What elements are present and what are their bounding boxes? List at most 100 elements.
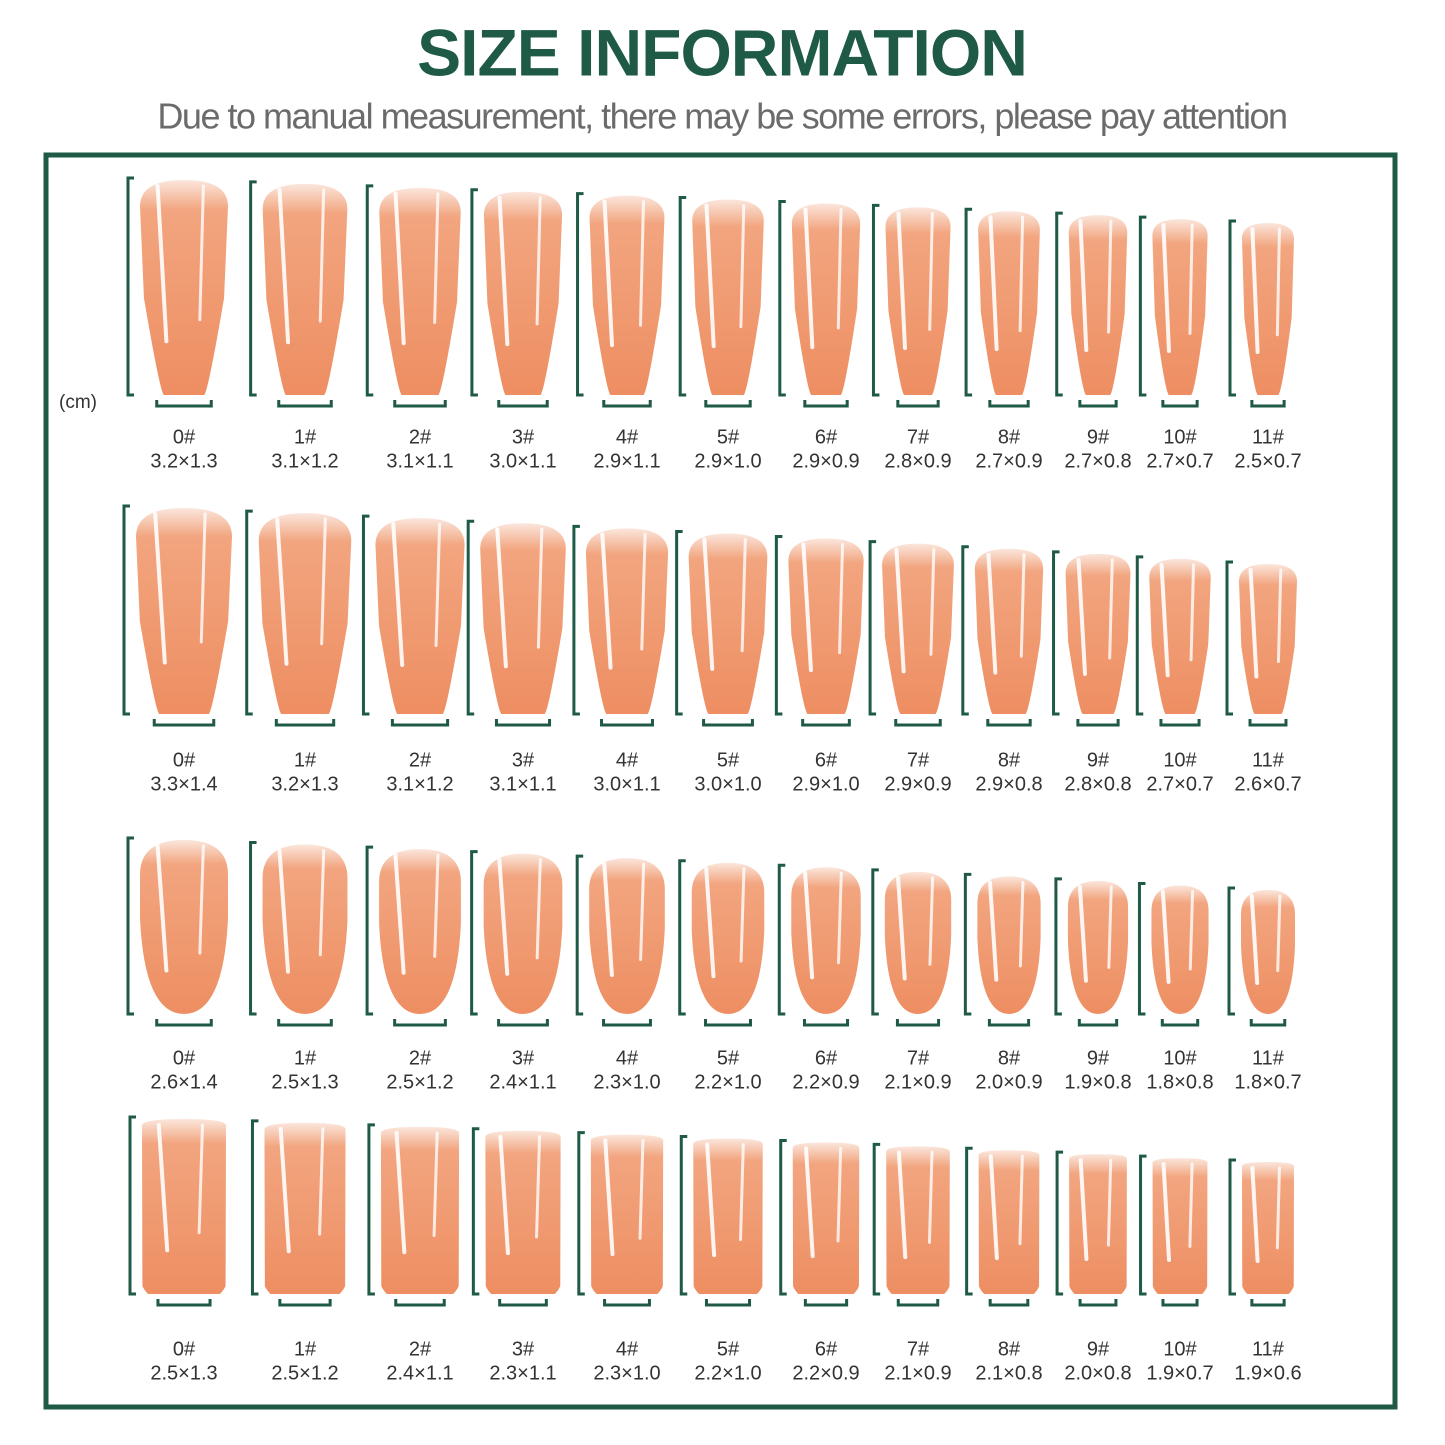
size-label: 7# xyxy=(907,1047,930,1069)
nail-highlight xyxy=(498,1134,510,1256)
length-bracket xyxy=(1135,555,1144,716)
nail xyxy=(1069,1154,1127,1294)
width-bracket xyxy=(1161,400,1199,408)
size-value: 3.0×1.1 xyxy=(593,773,660,795)
size-label: 10# xyxy=(1163,1338,1197,1360)
width-bracket xyxy=(277,1019,333,1027)
nail-highlight xyxy=(1018,1154,1024,1246)
length-bracket xyxy=(872,1142,881,1296)
size-value: 2.7×0.7 xyxy=(1146,450,1213,472)
nail-highlight xyxy=(704,203,716,349)
nail-highlight xyxy=(988,215,999,352)
length-bracket xyxy=(1137,881,1146,1016)
length-bracket xyxy=(1055,211,1063,397)
nail xyxy=(978,1150,1040,1294)
nail xyxy=(140,840,228,1014)
size-value: 2.5×1.2 xyxy=(386,1071,453,1093)
nail xyxy=(1067,880,1129,1014)
nail-highlight xyxy=(155,844,169,973)
nail-highlight xyxy=(1106,1158,1113,1247)
width-bracket xyxy=(801,719,851,727)
nail-highlight xyxy=(803,871,815,980)
length-bracket xyxy=(126,176,134,397)
length-bracket xyxy=(367,1123,375,1296)
nail-highlight xyxy=(1188,889,1195,971)
nail xyxy=(589,195,665,395)
size-label: 11# xyxy=(1252,749,1285,771)
size-label: 8# xyxy=(998,1338,1021,1360)
length-bracket xyxy=(679,1135,688,1296)
nail-highlight xyxy=(433,192,440,324)
size-label: 4# xyxy=(616,749,639,771)
nail-highlight xyxy=(277,848,291,974)
nail xyxy=(585,528,669,714)
nail-highlight xyxy=(432,1131,439,1237)
size-value: 2.3×1.1 xyxy=(489,1362,556,1384)
size-label: 4# xyxy=(616,1338,639,1360)
size-value: 3.1×1.1 xyxy=(386,450,453,472)
length-bracket xyxy=(575,854,584,1016)
size-label: 8# xyxy=(998,426,1021,448)
length-bracket xyxy=(1227,886,1235,1016)
nail xyxy=(1149,558,1211,714)
nail-highlight xyxy=(837,871,843,965)
width-bracket xyxy=(1078,400,1118,408)
nail-highlight xyxy=(988,880,999,982)
nail xyxy=(140,180,228,395)
nail-highlight xyxy=(433,853,440,958)
length-bracket xyxy=(678,196,687,397)
width-bracket xyxy=(986,719,1032,727)
nail-highlight xyxy=(1078,219,1089,353)
length-bracket xyxy=(675,529,683,716)
size-value: 3.2×1.3 xyxy=(150,450,217,472)
nail-highlight xyxy=(928,876,935,966)
length-bracket xyxy=(470,188,478,397)
size-value: 2.1×0.9 xyxy=(884,1362,951,1384)
length-bracket xyxy=(961,545,969,716)
size-label: 1# xyxy=(294,1047,317,1069)
size-value: 2.7×0.8 xyxy=(1064,450,1131,472)
size-value: 3.1×1.2 xyxy=(386,773,453,795)
size-label: 11# xyxy=(1252,1338,1285,1360)
nail xyxy=(791,203,861,395)
nail xyxy=(379,187,461,395)
size-value: 2.2×0.9 xyxy=(792,1071,859,1093)
length-bracket xyxy=(471,1127,480,1296)
nail-highlight xyxy=(838,543,845,655)
width-bracket xyxy=(1076,719,1120,727)
size-value: 2.3×1.0 xyxy=(593,1362,660,1384)
nail-highlight xyxy=(1107,885,1113,969)
nail-highlight xyxy=(394,1130,407,1255)
size-label: 9# xyxy=(1087,1338,1110,1360)
size-value: 2.1×0.8 xyxy=(975,1362,1042,1384)
size-value: 1.9×0.7 xyxy=(1146,1362,1213,1384)
nail-highlight xyxy=(275,517,289,666)
subtitle: Due to manual measurement, there may be … xyxy=(157,96,1286,137)
nail-highlight xyxy=(705,1142,717,1258)
size-label: 7# xyxy=(907,749,930,771)
size-value: 2.7×0.9 xyxy=(975,450,1042,472)
width-bracket xyxy=(704,1019,752,1027)
width-bracket xyxy=(894,719,942,727)
nail-highlight xyxy=(198,844,205,955)
nail xyxy=(691,862,765,1014)
nail xyxy=(788,538,864,714)
size-value: 2.7×0.7 xyxy=(1146,773,1213,795)
size-value: 2.4×1.1 xyxy=(386,1362,453,1384)
width-bracket xyxy=(988,400,1030,408)
nail-highlight xyxy=(929,548,936,656)
nail-highlight xyxy=(986,552,998,675)
nail-highlight xyxy=(739,1143,745,1242)
title: SIZE INFORMATION xyxy=(417,15,1027,89)
length-bracket xyxy=(779,1138,787,1296)
width-bracket xyxy=(1250,400,1286,408)
length-bracket xyxy=(365,845,374,1016)
nail-highlight xyxy=(603,1138,615,1257)
nail xyxy=(1068,215,1128,395)
width-bracket xyxy=(602,1019,652,1027)
width-bracket xyxy=(704,1299,752,1307)
length-bracket xyxy=(871,868,879,1016)
width-bracket xyxy=(497,400,549,408)
nail-highlight xyxy=(1188,1162,1194,1248)
